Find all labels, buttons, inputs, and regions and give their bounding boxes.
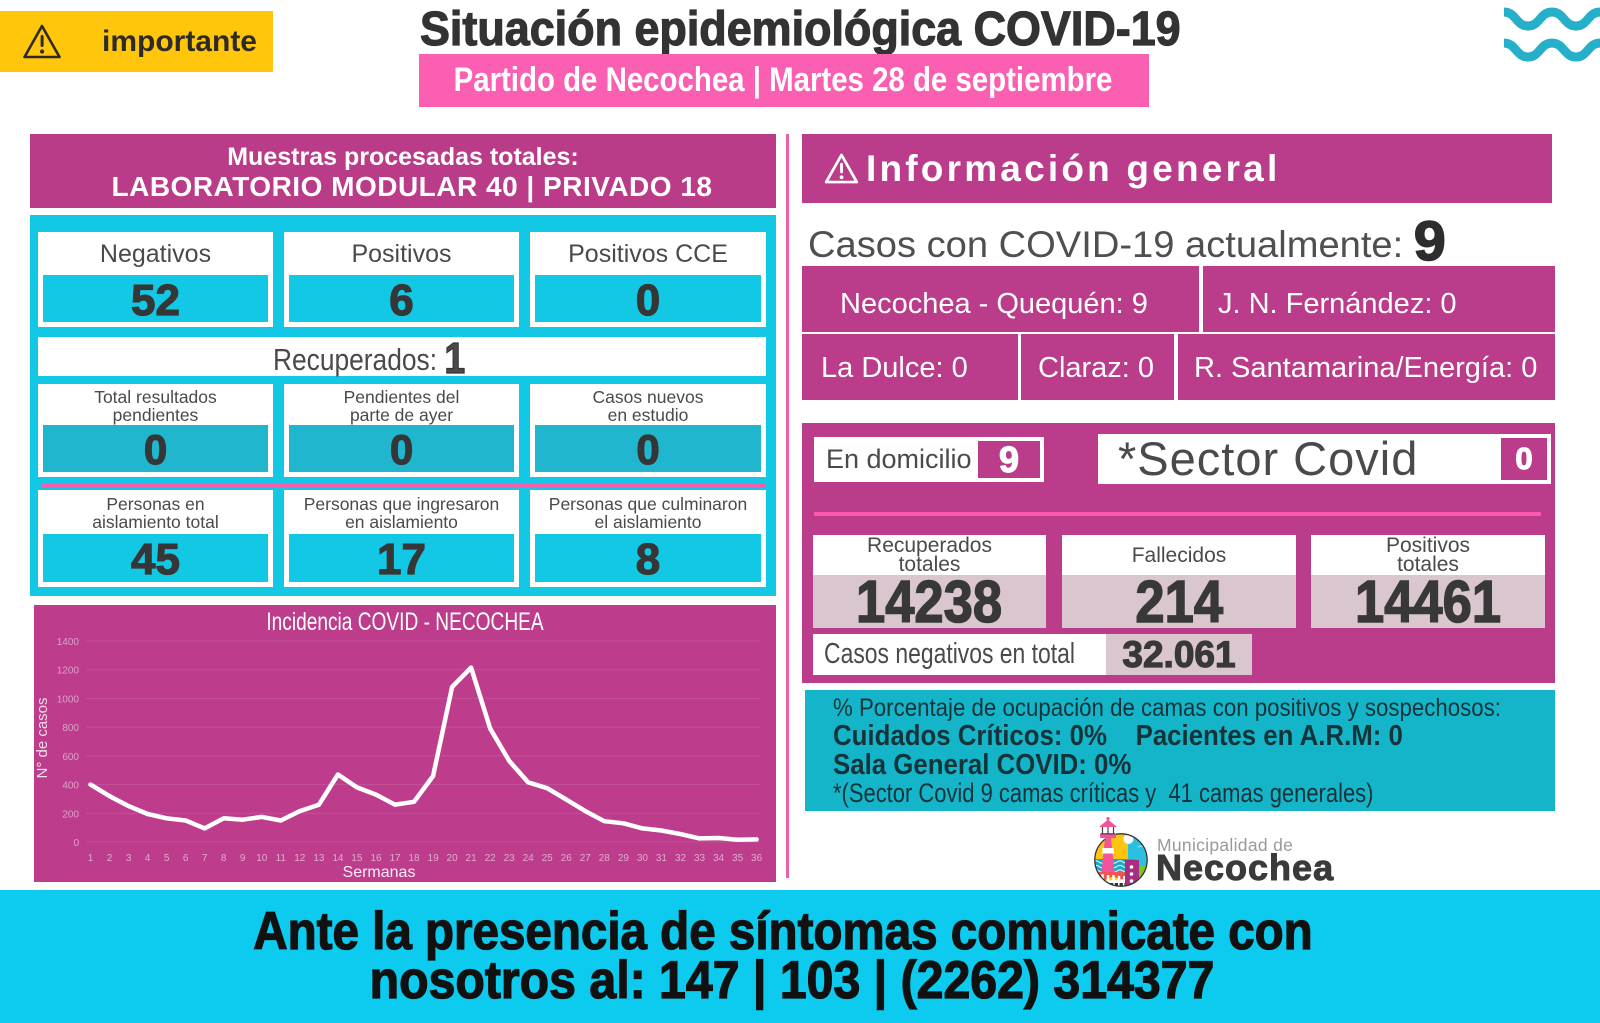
svg-text:25: 25 [542, 853, 554, 864]
svg-text:34: 34 [713, 853, 725, 864]
svg-text:33: 33 [694, 853, 706, 864]
svg-text:8: 8 [221, 853, 227, 864]
svg-text:29: 29 [618, 853, 630, 864]
svg-text:14: 14 [332, 853, 344, 864]
svg-text:800: 800 [62, 723, 79, 734]
svg-text:12: 12 [294, 853, 306, 864]
svg-text:27: 27 [580, 853, 592, 864]
svg-text:31: 31 [656, 853, 668, 864]
svg-text:30: 30 [637, 853, 649, 864]
svg-text:4: 4 [145, 853, 151, 864]
svg-text:21: 21 [466, 853, 478, 864]
svg-text:6: 6 [183, 853, 189, 864]
svg-text:200: 200 [62, 809, 79, 820]
svg-text:2: 2 [107, 853, 113, 864]
svg-text:32: 32 [675, 853, 687, 864]
svg-text:5: 5 [164, 853, 170, 864]
svg-text:22: 22 [485, 853, 497, 864]
svg-text:11: 11 [276, 853, 287, 864]
svg-text:26: 26 [561, 853, 573, 864]
svg-text:20: 20 [447, 853, 459, 864]
svg-text:36: 36 [751, 853, 763, 864]
svg-text:17: 17 [389, 853, 401, 864]
svg-text:19: 19 [428, 853, 440, 864]
svg-text:400: 400 [62, 781, 79, 792]
svg-text:1400: 1400 [57, 637, 80, 648]
svg-text:23: 23 [504, 853, 516, 864]
svg-text:0: 0 [73, 838, 79, 849]
svg-text:18: 18 [408, 853, 420, 864]
svg-text:9: 9 [240, 853, 246, 864]
svg-text:10: 10 [256, 853, 268, 864]
svg-text:28: 28 [599, 853, 611, 864]
svg-text:15: 15 [351, 853, 363, 864]
svg-text:Sermanas: Sermanas [343, 864, 416, 881]
svg-text:16: 16 [370, 853, 382, 864]
svg-text:13: 13 [313, 853, 325, 864]
svg-text:Incidencia COVID - NECOCHEA: Incidencia COVID - NECOCHEA [266, 608, 543, 636]
svg-text:24: 24 [523, 853, 535, 864]
svg-text:3: 3 [126, 853, 132, 864]
svg-text:35: 35 [732, 853, 744, 864]
svg-text:1: 1 [88, 853, 94, 864]
svg-text:1200: 1200 [57, 666, 80, 677]
svg-text:1000: 1000 [57, 694, 80, 705]
svg-text:7: 7 [202, 853, 208, 864]
svg-text:N° de casos: N° de casos [34, 697, 51, 778]
svg-text:600: 600 [62, 752, 79, 763]
